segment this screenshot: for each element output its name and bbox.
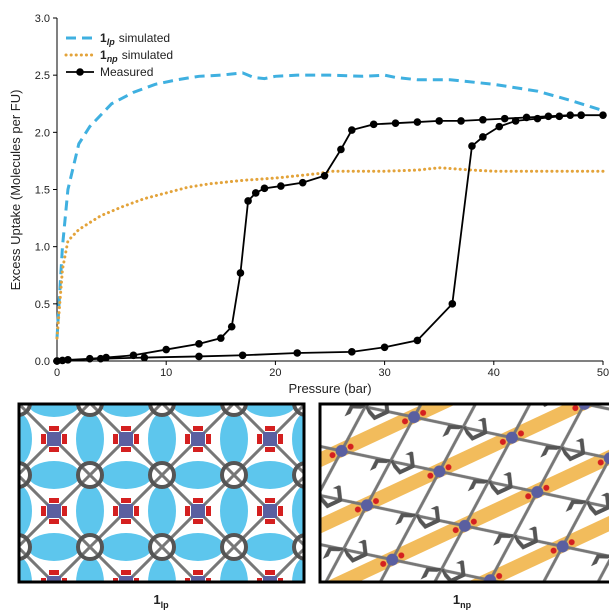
- data-point: [566, 111, 575, 119]
- data-point: [217, 334, 225, 342]
- structure-image-np: [318, 402, 609, 584]
- data-point: [348, 348, 356, 356]
- data-point: [129, 351, 138, 360]
- series-line: [55, 166, 605, 340]
- x-axis-label: Pressure (bar): [288, 381, 371, 396]
- data-point: [555, 112, 564, 121]
- data-point: [298, 178, 307, 187]
- structure-image-lp: [17, 402, 306, 584]
- x-tick-label: 0: [54, 367, 60, 379]
- panel-label-base: 1: [153, 592, 160, 607]
- legend-subscript: lp: [107, 37, 116, 47]
- data-point: [251, 189, 260, 197]
- legend-label: 1lp simulated: [100, 31, 170, 47]
- data-point: [195, 352, 203, 361]
- data-point: [238, 351, 247, 360]
- data-point: [511, 117, 520, 125]
- y-tick-label: 2.5: [35, 70, 50, 82]
- data-point: [479, 133, 487, 141]
- data-point: [522, 113, 531, 122]
- y-tick-label: 0.0: [35, 356, 50, 368]
- data-point: [413, 336, 422, 345]
- legend-label: 1np simulated: [100, 48, 173, 64]
- data-point: [236, 269, 245, 277]
- legend-name: Measured: [100, 65, 153, 79]
- x-tick-label: 30: [378, 367, 390, 379]
- legend-prefix: 1: [100, 31, 107, 45]
- data-point: [320, 171, 329, 180]
- data-point: [533, 114, 542, 123]
- data-point: [599, 111, 607, 119]
- data-point: [577, 111, 585, 119]
- legend-marker: [76, 68, 84, 76]
- y-tick-label: 0.5: [35, 299, 50, 311]
- data-point: [96, 354, 105, 363]
- data-point: [227, 322, 236, 331]
- series-line: [56, 114, 603, 362]
- x-tick-label: 40: [488, 367, 500, 379]
- legend-prefix: 1: [100, 48, 107, 62]
- data-point: [293, 349, 302, 357]
- series-line: [55, 71, 604, 339]
- data-point: [495, 122, 504, 131]
- data-point: [500, 114, 509, 123]
- data-point: [413, 118, 422, 126]
- x-tick-label: 50: [597, 367, 609, 379]
- y-tick-label: 3.0: [35, 13, 50, 25]
- data-point: [348, 126, 356, 134]
- panel-label-sub: lp: [161, 600, 170, 610]
- legend-name: simulated: [119, 31, 170, 45]
- data-point: [277, 182, 285, 190]
- panel-label-base: 1: [453, 592, 460, 607]
- data-point: [244, 197, 252, 205]
- y-tick-label: 1.0: [35, 242, 50, 254]
- legend-subscript: np: [107, 54, 118, 64]
- data-point: [140, 353, 149, 362]
- panel-label-sub: np: [460, 600, 471, 610]
- y-tick-label: 1.5: [35, 185, 50, 197]
- data-point: [448, 300, 457, 308]
- data-point: [544, 112, 553, 121]
- data-point: [195, 340, 203, 348]
- y-axis-label: Excess Uptake (Molecules per FU): [8, 90, 23, 291]
- panel-label: 1lp: [153, 592, 169, 610]
- data-point: [337, 145, 345, 154]
- legend-label: Measured: [100, 65, 153, 79]
- data-point: [457, 117, 465, 125]
- y-tick-label: 2.0: [35, 127, 50, 139]
- x-tick-label: 20: [269, 367, 281, 379]
- legend-name: simulated: [122, 48, 173, 62]
- data-point: [468, 142, 476, 150]
- data-point: [85, 354, 94, 363]
- data-point: [479, 115, 487, 124]
- x-tick-label: 10: [160, 367, 172, 379]
- data-point: [380, 343, 389, 352]
- data-point: [435, 117, 444, 125]
- data-point: [162, 345, 170, 354]
- panel-label: 1np: [453, 592, 472, 610]
- data-point: [260, 184, 269, 193]
- data-point: [53, 357, 61, 365]
- data-point: [369, 120, 378, 129]
- data-point: [64, 356, 72, 364]
- data-point: [391, 119, 400, 127]
